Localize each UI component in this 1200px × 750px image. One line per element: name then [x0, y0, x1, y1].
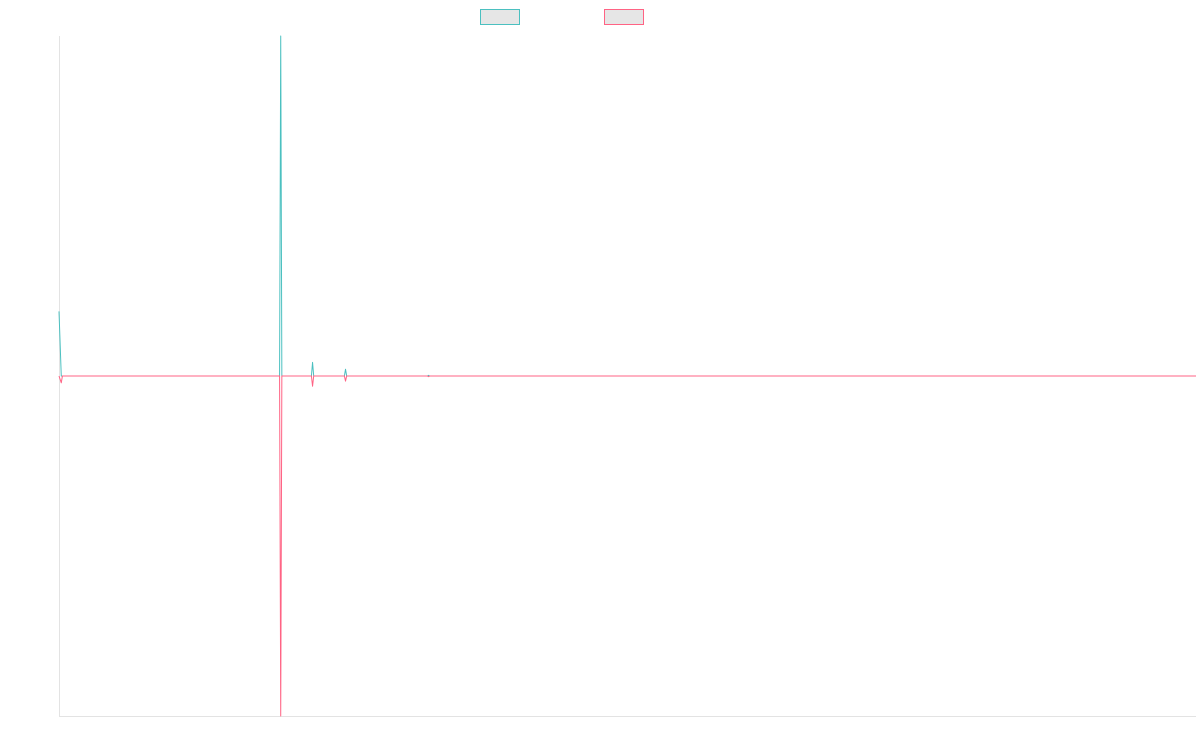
- series-1-line: [58, 35, 1196, 377]
- series-1: [58, 35, 1196, 377]
- series-layer: [58, 35, 1196, 717]
- series-2-line: [58, 375, 1196, 717]
- legend-swatch-series-1: [480, 9, 520, 25]
- series-2: [58, 375, 1196, 717]
- legend-swatch-series-2: [604, 9, 644, 25]
